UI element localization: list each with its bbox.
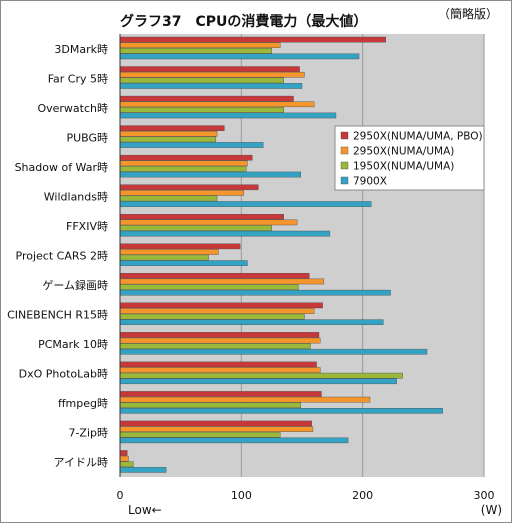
bar — [119, 201, 372, 207]
bar — [119, 136, 217, 143]
x-tick-label: 200 — [352, 489, 373, 502]
bar — [119, 461, 134, 468]
bar — [119, 367, 321, 373]
bar — [119, 308, 315, 314]
bar — [119, 361, 317, 368]
bar — [119, 260, 248, 266]
category-label: DxO PhotoLab時 — [19, 368, 108, 381]
bar — [119, 372, 403, 379]
bar — [119, 83, 303, 89]
unit-label: (W) — [481, 503, 502, 517]
chart-title: グラフ37 CPUの消費電力（最大値） — [120, 13, 367, 30]
bar — [119, 36, 386, 43]
bar — [119, 450, 128, 456]
legend-label: 1950X(NUMA/UMA) — [353, 161, 454, 173]
bar — [119, 112, 337, 119]
legend-label: 2950X(NUMA/UMA) — [353, 146, 454, 158]
bar — [119, 284, 299, 290]
bar — [119, 125, 225, 131]
x-tick-label: 100 — [231, 489, 252, 502]
legend-label: 7900X — [353, 176, 387, 188]
legend-swatch — [340, 176, 349, 185]
bar — [119, 332, 320, 338]
x-tick-label: 300 — [474, 489, 495, 502]
bar — [119, 142, 264, 148]
x-tick-label: 0 — [117, 489, 124, 502]
category-label: 3DMark時 — [54, 43, 108, 56]
category-label: Far Cry 5時 — [48, 72, 108, 85]
bar — [119, 455, 129, 462]
bar — [119, 66, 300, 72]
bar — [119, 319, 384, 326]
direction-label: Low← — [128, 503, 162, 517]
bar — [119, 230, 331, 237]
bar — [119, 154, 253, 161]
bar — [119, 343, 311, 349]
bar — [119, 426, 314, 432]
category-label: CINEBENCH R15時 — [7, 309, 108, 322]
category-label: PUBG時 — [66, 131, 108, 144]
bar — [119, 249, 219, 255]
bar — [119, 130, 218, 137]
category-label: ゲーム録画時 — [42, 278, 108, 292]
bar — [119, 243, 241, 250]
bar — [119, 278, 325, 285]
bar — [119, 42, 281, 48]
category-label: ffmpeg時 — [58, 397, 108, 410]
bar — [119, 195, 218, 202]
bar — [119, 396, 371, 403]
bar — [119, 48, 272, 54]
bar — [119, 171, 301, 178]
bar — [119, 219, 298, 226]
bar — [119, 190, 244, 196]
legend — [334, 125, 485, 191]
category-label: Wildlands時 — [44, 190, 108, 203]
bar — [119, 378, 397, 385]
bar — [119, 302, 323, 309]
bar — [119, 101, 315, 108]
bar — [119, 348, 428, 355]
bar — [119, 71, 305, 78]
category-label: PCMark 10時 — [38, 338, 108, 351]
bar — [119, 225, 272, 231]
bar — [119, 166, 247, 172]
category-label: 7-Zip時 — [68, 427, 108, 440]
bar — [119, 254, 209, 261]
bar — [119, 273, 310, 279]
legend-swatch — [340, 146, 349, 155]
bar — [119, 160, 248, 167]
edition-note: （簡略版） — [438, 6, 498, 21]
bar — [119, 313, 305, 320]
bar — [119, 337, 321, 344]
bar — [119, 420, 312, 427]
bar — [119, 184, 259, 191]
category-label: Overwatch時 — [37, 102, 108, 115]
bar — [119, 467, 167, 473]
category-label: Project CARS 2時 — [16, 250, 108, 263]
bar — [119, 289, 391, 296]
bar — [119, 95, 294, 102]
category-label: Shadow of War時 — [15, 161, 108, 174]
legend-swatch — [340, 131, 349, 140]
legend-label: 2950X(NUMA/UMA, PBO) — [353, 131, 483, 143]
bar — [119, 431, 281, 438]
category-label: アイドル時 — [54, 456, 108, 469]
bar — [119, 391, 322, 397]
bar — [119, 107, 285, 113]
bar — [119, 53, 360, 60]
category-label: FFXIV時 — [66, 220, 108, 233]
legend-swatch — [340, 161, 349, 170]
bar — [119, 408, 443, 414]
bar — [119, 437, 349, 444]
bar — [119, 402, 301, 409]
bar — [119, 77, 285, 84]
bar — [119, 213, 285, 220]
